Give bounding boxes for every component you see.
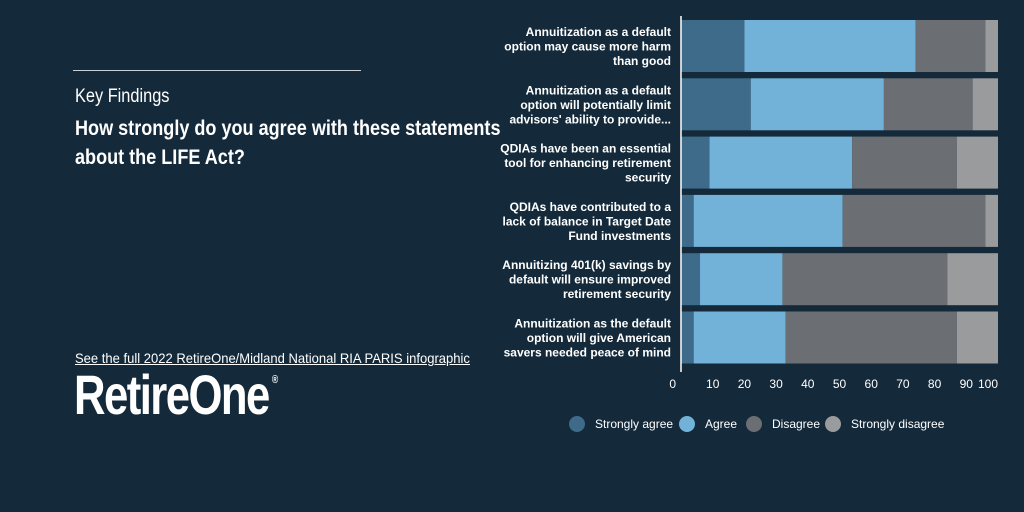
- category-label: security: [625, 171, 671, 185]
- bar-segment: [750, 78, 884, 131]
- legend-label: Strongly disagree: [851, 417, 945, 431]
- bar-segment: [956, 311, 998, 364]
- divider-rule: [73, 70, 361, 71]
- x-tick-label: 10: [706, 377, 720, 391]
- category-label: option will potentially limit: [520, 98, 671, 112]
- category-label: advisors' ability to provide...: [509, 112, 671, 126]
- chart-legend: Strongly agree Agree Disagree Strongly disa…: [569, 416, 945, 432]
- bar-segment: [700, 253, 783, 306]
- category-label: retirement security: [563, 287, 671, 301]
- section-kicker: Key Findings: [75, 86, 170, 107]
- bar-segment: [693, 194, 843, 247]
- intro-panel: Key Findings How strongly do you agree w…: [73, 70, 501, 427]
- bar-segment: [681, 194, 694, 247]
- category-label: than good: [613, 54, 671, 68]
- chart-bars: [681, 20, 998, 364]
- bar-segment: [681, 20, 745, 72]
- legend-label: Agree: [705, 417, 737, 431]
- page-title: How strongly do you agree with these sta…: [75, 117, 501, 169]
- logo-text: RetireOne: [74, 363, 270, 426]
- category-label: savers needed peace of mind: [504, 346, 671, 360]
- bar-segment: [681, 136, 710, 189]
- category-label: option will give American: [527, 331, 671, 345]
- bar-segment: [681, 311, 694, 364]
- x-tick-label: 50: [833, 377, 847, 391]
- x-axis-ticks: 0 10 20 30 40 50 60 70 80 90 100: [669, 377, 998, 391]
- category-label: Annuitization as the default: [514, 317, 671, 331]
- legend-marker: [569, 416, 585, 432]
- category-label: default will ensure improved: [509, 273, 671, 287]
- infographic-link[interactable]: See the full 2022 RetireOne/Midland Nati…: [75, 350, 470, 366]
- bar-segment: [985, 194, 998, 247]
- bar-segment: [915, 20, 986, 72]
- bar-segment: [947, 253, 998, 306]
- category-label: tool for enhancing retirement: [504, 156, 671, 170]
- bar-segment: [782, 253, 948, 306]
- legend-label: Disagree: [772, 417, 820, 431]
- legend-marker: [825, 416, 841, 432]
- x-tick-label: 90: [960, 377, 974, 391]
- x-tick-label: 70: [896, 377, 910, 391]
- category-label: Annuitization as a default: [526, 25, 671, 39]
- x-tick-label: 60: [865, 377, 879, 391]
- legend-label: Strongly agree: [595, 417, 673, 431]
- bar-segment: [744, 20, 916, 72]
- x-tick-label: 100: [978, 377, 998, 391]
- registered-mark: ®: [271, 374, 278, 386]
- category-label: lack of balance in Target Date: [503, 214, 672, 228]
- x-tick-label: 20: [738, 377, 752, 391]
- bar-segment: [852, 136, 957, 189]
- x-tick-label: 30: [769, 377, 783, 391]
- category-label: Annuitization as a default: [526, 83, 671, 97]
- bar-segment: [681, 253, 701, 306]
- legend-marker: [746, 416, 762, 432]
- retireone-logo[interactable]: RetireOne ®: [74, 362, 278, 427]
- category-label: Fund investments: [568, 229, 671, 243]
- x-tick-label: 80: [928, 377, 942, 391]
- category-label: QDIAs have contributed to a: [510, 200, 672, 214]
- bar-segment: [972, 78, 998, 131]
- category-label: Annuitizing 401(k) savings by: [502, 258, 671, 272]
- bar-segment: [681, 78, 751, 131]
- bar-segment: [842, 194, 986, 247]
- x-tick-label: 0: [669, 377, 676, 391]
- bar-segment: [693, 311, 786, 364]
- category-label: QDIAs have been an essential: [500, 142, 671, 156]
- legend-marker: [679, 416, 695, 432]
- x-tick-label: 40: [801, 377, 815, 391]
- category-label: option may cause more harm: [504, 40, 671, 54]
- bar-segment: [985, 20, 998, 72]
- bar-segment: [883, 78, 973, 131]
- bar-segment: [956, 136, 998, 189]
- bar-segment: [785, 311, 957, 364]
- bar-segment: [709, 136, 853, 189]
